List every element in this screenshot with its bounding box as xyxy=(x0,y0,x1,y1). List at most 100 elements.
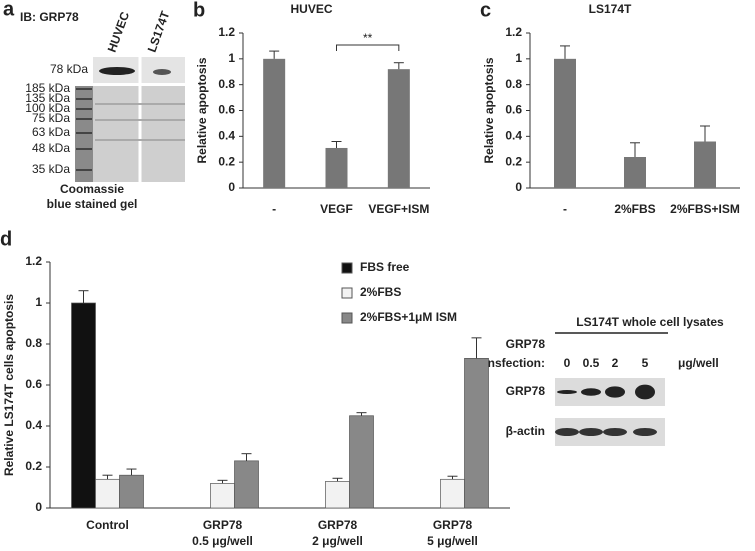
band xyxy=(605,386,625,398)
y-tick-label: 1 xyxy=(35,295,42,309)
legend-swatch xyxy=(341,312,353,324)
y-tick-label: 0.8 xyxy=(218,77,235,91)
row-label: transfection: xyxy=(472,356,545,370)
y-tick-label: 1.2 xyxy=(505,25,522,39)
y-tick-label: 1 xyxy=(228,51,235,65)
y-tick-label: 1.2 xyxy=(218,25,235,39)
panel-label: b xyxy=(193,0,205,21)
band xyxy=(555,428,579,436)
y-tick-label: 0 xyxy=(35,500,42,514)
band xyxy=(635,384,655,400)
dose: 2 xyxy=(612,356,619,370)
bar xyxy=(234,460,259,509)
y-axis-label: Relative apoptosis xyxy=(195,57,209,163)
y-tick-label: 0.4 xyxy=(25,418,42,432)
legend-label: 2%FBS+1μM ISM xyxy=(360,310,457,324)
blot-title: LS174T whole cell lysates xyxy=(576,315,724,329)
gel xyxy=(75,86,185,182)
panel-label: d xyxy=(0,228,12,250)
y-tick-label: 0.2 xyxy=(25,459,42,473)
bar xyxy=(554,58,576,189)
y-tick-label: 0 xyxy=(228,180,235,194)
y-axis-label: Relative LS174T cells apoptosis xyxy=(2,294,16,476)
dose: 5 xyxy=(642,356,649,370)
antibody-label: IB: GRP78 xyxy=(20,10,79,24)
y-tick-label: 0.6 xyxy=(218,103,235,117)
marker-label: 135 kDa xyxy=(25,91,70,105)
chart-title: HUVEC xyxy=(290,2,332,16)
legend-label: 2%FBS xyxy=(360,285,401,299)
dose: 0.5 xyxy=(583,356,600,370)
panel-label: a xyxy=(3,0,15,20)
lane-label: LS174T xyxy=(145,9,173,55)
marker-label: 48 kDa xyxy=(32,141,70,155)
bar xyxy=(263,58,286,189)
bar xyxy=(325,147,348,188)
y-tick-label: 0.6 xyxy=(505,103,522,117)
row-label: GRP78 xyxy=(506,337,546,351)
y-tick-label: 0.4 xyxy=(505,129,522,143)
legend-swatch xyxy=(341,262,353,274)
y-tick-label: 1.2 xyxy=(25,254,42,268)
unit: μg/well xyxy=(678,356,719,370)
y-tick-label: 0 xyxy=(515,180,522,194)
x-tick-label: - xyxy=(272,202,276,216)
panel-label: c xyxy=(480,0,491,21)
x-tick-label: 2%FBS xyxy=(614,202,655,216)
band xyxy=(579,428,603,436)
x-tick-label: 5 μg/well xyxy=(427,534,478,548)
bar xyxy=(440,478,465,509)
chart-title: LS174T xyxy=(589,2,632,16)
y-tick-label: 0.8 xyxy=(505,77,522,91)
bar xyxy=(210,483,235,509)
legend-swatch xyxy=(341,287,353,299)
bar xyxy=(387,69,410,188)
marker-label: 35 kDa xyxy=(32,162,70,176)
y-axis-label: Relative apoptosis xyxy=(482,57,496,163)
legend-label: FBS free xyxy=(360,260,410,274)
marker-label: 63 kDa xyxy=(32,125,70,139)
band xyxy=(603,428,627,436)
bar xyxy=(694,141,716,188)
band xyxy=(557,390,577,394)
marker-label: 100 kDa xyxy=(25,101,70,115)
y-tick-label: 0.8 xyxy=(25,336,42,350)
caption: blue stained gel xyxy=(47,197,138,211)
marker-label: 75 kDa xyxy=(32,111,70,125)
x-tick-label: GRP78 xyxy=(318,518,358,532)
row-label: GRP78 xyxy=(506,384,546,398)
bar xyxy=(119,474,144,509)
band xyxy=(153,69,171,75)
y-tick-label: 0.6 xyxy=(25,377,42,391)
row-label: β-actin xyxy=(506,424,545,438)
bar xyxy=(95,478,120,509)
y-tick-label: 0.4 xyxy=(218,129,235,143)
y-tick-label: 0.2 xyxy=(218,154,235,168)
x-tick-label: VEGF+ISM xyxy=(368,202,429,216)
band xyxy=(581,388,601,396)
y-tick-label: 0.2 xyxy=(505,154,522,168)
bar xyxy=(71,302,96,509)
x-tick-label: - xyxy=(563,202,567,216)
x-tick-label: VEGF xyxy=(320,202,353,216)
x-tick-label: GRP78 xyxy=(433,518,473,532)
band xyxy=(99,67,135,75)
bar xyxy=(624,157,646,188)
bar xyxy=(325,481,350,509)
significance-label: ** xyxy=(363,31,373,45)
caption: Coomassie xyxy=(60,182,124,196)
x-tick-label: GRP78 xyxy=(203,518,243,532)
x-tick-label: 0.5 μg/well xyxy=(192,534,253,548)
dose: 0 xyxy=(564,356,571,370)
band xyxy=(633,428,657,436)
marker-label: 185 kDa xyxy=(25,81,70,95)
x-tick-label: 2%FBS+ISM xyxy=(670,202,740,216)
bar xyxy=(464,358,489,509)
bar xyxy=(349,415,374,509)
significance-bracket xyxy=(336,44,400,51)
x-tick-label: Control xyxy=(86,518,129,532)
band-label: 78 kDa xyxy=(50,62,88,76)
y-tick-label: 1 xyxy=(515,51,522,65)
x-tick-label: 2 μg/well xyxy=(312,534,363,548)
